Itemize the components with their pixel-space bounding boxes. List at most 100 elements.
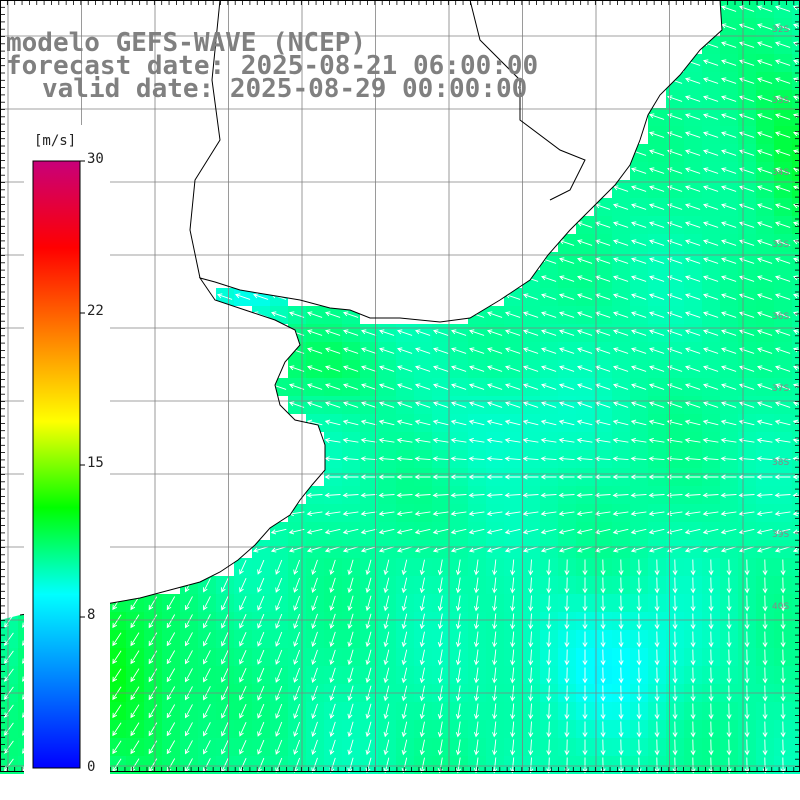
wind-arrow	[203, 704, 211, 719]
wind-arrow	[541, 347, 557, 354]
wind-arrow	[307, 401, 323, 408]
wind-arrow	[648, 456, 665, 462]
wind-arrow	[450, 511, 467, 517]
wind-arrow	[397, 401, 413, 408]
wind-arrow	[636, 721, 642, 738]
wind-arrow	[618, 649, 624, 666]
wind-arrow	[528, 721, 534, 738]
wind-arrow	[275, 649, 283, 665]
wind-arrow	[473, 559, 480, 576]
wind-arrow	[708, 649, 714, 666]
wind-arrow	[558, 511, 575, 517]
wind-arrow	[130, 668, 140, 683]
wind-arrow	[649, 347, 665, 354]
wind-arrow	[780, 595, 786, 612]
wind-arrow	[757, 203, 773, 210]
wind-arrow	[672, 631, 678, 648]
wind-arrow	[307, 383, 323, 390]
wind-arrow	[780, 721, 786, 738]
wind-arrow	[257, 703, 265, 719]
wind-arrow	[419, 721, 425, 738]
wind-arrow	[654, 703, 660, 720]
wind-arrow	[649, 401, 665, 408]
wind-arrow	[738, 528, 755, 535]
wind-arrow	[492, 667, 498, 684]
wind-arrow	[307, 365, 323, 372]
wind-arrow	[419, 703, 425, 720]
wind-arrow	[667, 311, 683, 318]
wind-arrow	[468, 528, 485, 535]
wind-arrow	[702, 437, 719, 443]
wind-arrow	[217, 293, 233, 300]
wind-arrow	[546, 703, 552, 720]
wind-arrow	[306, 546, 323, 553]
wind-arrow	[703, 59, 719, 66]
wind-arrow	[523, 365, 539, 372]
wind-arrow	[473, 595, 480, 612]
wind-arrow	[397, 365, 413, 372]
wind-arrow	[401, 649, 408, 666]
wind-arrow	[775, 239, 791, 246]
wind-arrow	[654, 649, 660, 666]
wind-arrow	[365, 703, 372, 720]
wind-arrow	[685, 221, 701, 228]
wind-arrow	[762, 559, 768, 576]
wind-arrow	[148, 596, 158, 611]
wind-arrow	[492, 757, 498, 774]
wind-arrow	[419, 757, 425, 774]
wind-arrow	[744, 667, 750, 684]
wind-arrow	[235, 293, 251, 300]
wind-arrow	[558, 474, 575, 480]
wind-arrow	[415, 401, 431, 408]
wind-arrow	[343, 311, 359, 318]
wind-arrow	[487, 401, 503, 408]
wind-arrow	[473, 703, 480, 720]
wind-arrow	[324, 492, 341, 498]
wind-arrow	[703, 383, 719, 390]
lat-label: 38S	[772, 458, 790, 468]
wind-arrow	[636, 559, 642, 576]
wind-arrow	[437, 667, 443, 684]
wind-arrow	[757, 59, 773, 66]
wind-arrow	[612, 474, 629, 480]
wind-arrow	[612, 419, 629, 426]
wind-arrow	[455, 631, 461, 648]
coastline-path	[19, 0, 723, 616]
wind-arrow	[505, 311, 521, 318]
wind-arrow	[559, 401, 575, 408]
wind-arrow	[780, 631, 786, 648]
wind-arrow	[329, 559, 336, 575]
wind-arrow	[702, 456, 719, 462]
wind-arrow	[775, 77, 791, 84]
wind-arrow	[112, 668, 122, 683]
wind-arrow	[311, 613, 318, 629]
wind-arrow	[721, 131, 737, 138]
wind-arrow	[618, 757, 624, 774]
colorbar-tick-8: 8	[87, 607, 96, 623]
wind-arrow	[546, 577, 552, 594]
wind-arrow	[415, 365, 431, 372]
wind-arrow	[775, 59, 791, 66]
wind-arrow	[397, 383, 413, 390]
colorbar-tick-22: 22	[87, 303, 104, 319]
wind-arrow	[636, 739, 642, 756]
wind-arrow	[564, 721, 570, 738]
wind-arrow	[522, 419, 539, 426]
wind-arrow	[703, 77, 719, 84]
wind-arrow	[558, 456, 575, 462]
wind-arrow	[522, 528, 539, 535]
wind-arrow	[275, 559, 283, 575]
wind-arrow	[613, 329, 629, 336]
wind-arrow	[774, 528, 791, 535]
forecast-date: forecast date: 2025-08-21 06:00:00	[6, 51, 539, 81]
wind-arrow	[744, 631, 750, 648]
wind-arrow	[738, 437, 755, 443]
wind-cell	[792, 666, 800, 684]
wind-arrow	[473, 631, 480, 648]
wind-arrow	[365, 649, 372, 666]
wind-arrow	[667, 365, 683, 372]
wind-arrow	[708, 577, 714, 594]
wind-arrow	[329, 667, 336, 683]
wind-arrow	[540, 419, 557, 426]
wind-arrow	[666, 474, 683, 480]
